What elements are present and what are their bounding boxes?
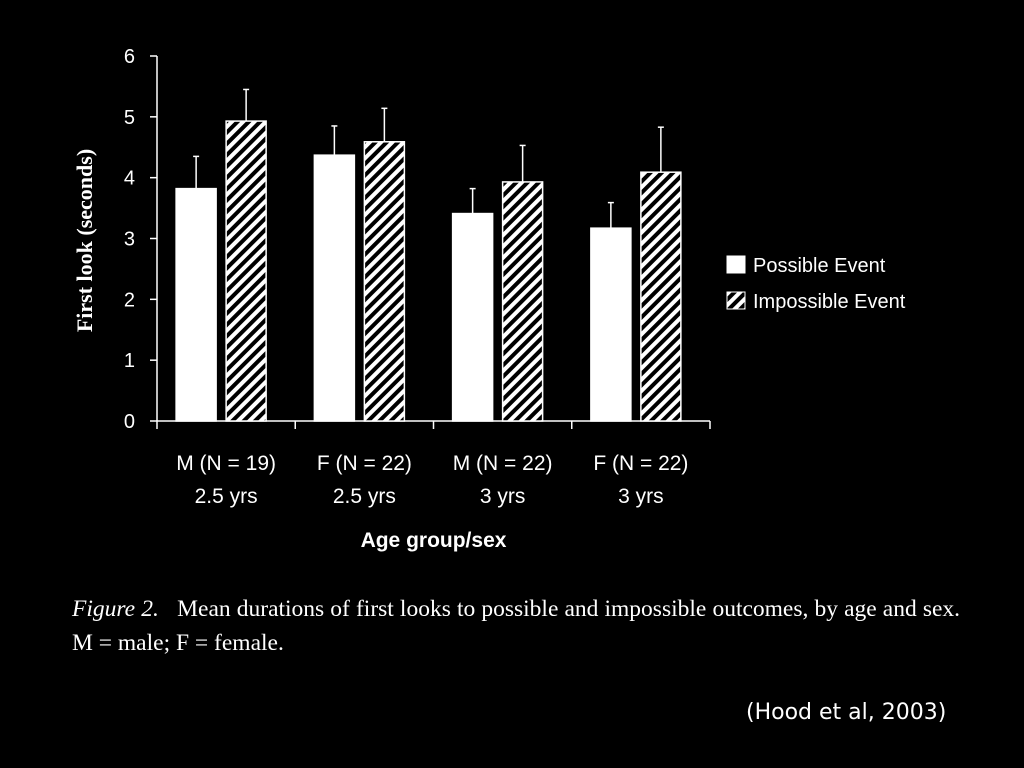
figure-label: Figure 2. [72,596,159,622]
legend-label-possible: Possible Event [753,255,886,277]
y-tick-label: 3 [124,229,135,251]
legend-label-impossible: Impossible Event [753,291,906,313]
legend-swatch-possible [726,255,746,274]
x-axis-title: Age group/sex [361,529,507,552]
bar-possible-2 [313,154,356,422]
x-category-label: 3 yrs [480,485,526,508]
y-tick-label: 2 [124,289,135,311]
x-category-label: 2.5 yrs [333,485,396,508]
x-category-label: F (N = 22) [317,452,412,475]
bar-impossible-3 [501,181,544,422]
x-category-label: M (N = 22) [453,452,553,475]
y-tick-label: 6 [124,46,135,68]
bar-possible-1 [175,187,217,422]
chart-labels: M (N = 19) 2.5 yrs F (N = 22) 2.5 yrs M (N =… [176,452,688,508]
y-axis-title: First look (seconds) [72,149,97,332]
legend-swatch-impossible [726,291,746,310]
y-tick-label: 1 [124,350,135,372]
bar-possible-4 [590,227,632,422]
y-tick-label: 5 [124,107,135,129]
x-category-label: 2.5 yrs [195,485,258,508]
y-tick-label: 4 [124,168,135,190]
figure-caption: Figure 2. Mean durations of first looks … [72,592,960,660]
chart-legend: Possible Event Impossible Event [726,255,906,313]
citation: (Hood et al, 2003) [746,700,947,725]
chart-bars [175,88,682,422]
caption-text: Mean durations of first looks to possibl… [72,596,961,656]
bar-chart: 0 1 2 3 4 5 6 M (N = 19) 2.5 yrs F (N = 22) 2.5 y… [72,46,906,552]
bar-impossible-2 [363,141,406,422]
y-tick-label: 0 [124,411,135,433]
x-category-label: 3 yrs [618,485,664,508]
bar-possible-3 [451,212,494,422]
bar-impossible-1 [225,120,267,422]
bar-impossible-4 [640,171,682,422]
x-category-label: F (N = 22) [593,452,688,475]
x-category-label: M (N = 19) [176,452,276,475]
